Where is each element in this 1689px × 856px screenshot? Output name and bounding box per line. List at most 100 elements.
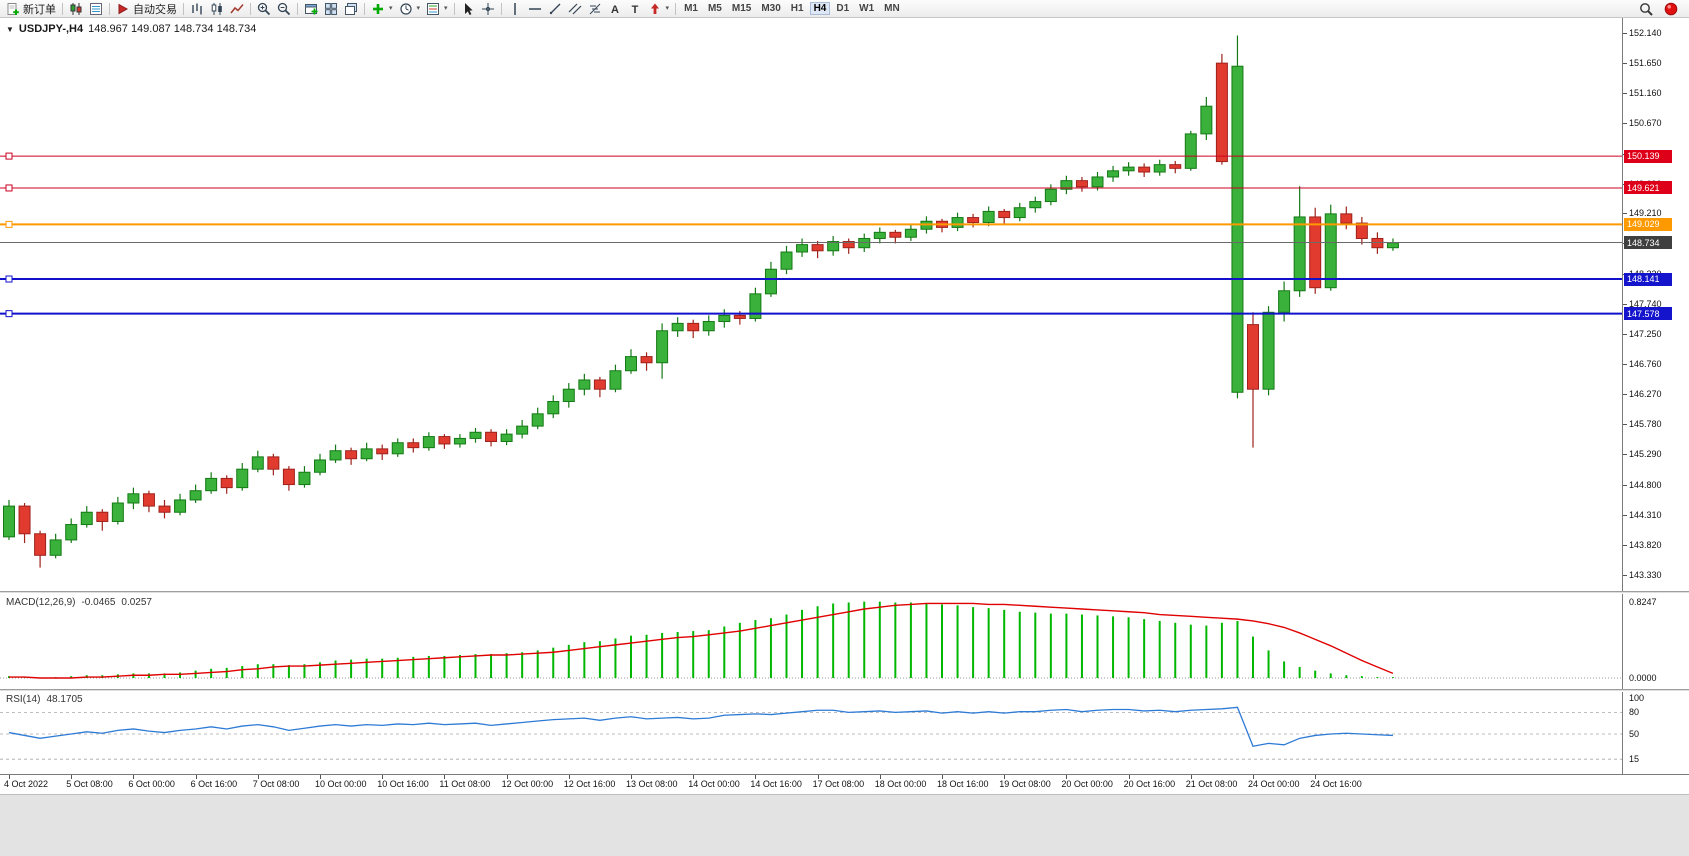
timeframe-h4[interactable]: H4 — [809, 2, 831, 15]
status-button[interactable] — [1661, 1, 1681, 17]
time-tick-mark — [755, 775, 757, 779]
text-button[interactable]: A — [605, 1, 625, 17]
time-axis[interactable]: 4 Oct 2022 5 Oct 08:00 6 Oct 00:00 6 Oct 16… — [0, 774, 1689, 794]
resistance-line-1-handle[interactable] — [5, 152, 13, 160]
toolbar-separator — [250, 2, 251, 15]
candle — [49, 533, 62, 559]
autotrade-button[interactable]: 自动交易 — [113, 1, 180, 17]
candle — [982, 206, 995, 227]
orange-level-line-handle[interactable] — [5, 220, 13, 228]
time-tick-mark — [568, 775, 570, 779]
panel-splitter[interactable] — [0, 689, 1689, 692]
search-button[interactable] — [1636, 1, 1656, 17]
panel-splitter[interactable] — [0, 591, 1689, 594]
resistance-line-2-handle[interactable] — [5, 184, 13, 192]
time-tick-mark — [1253, 775, 1254, 779]
symbol-period-label: USDJPY-,H4 — [18, 23, 84, 35]
candle — [453, 434, 466, 448]
price-tick-mark — [1623, 454, 1627, 456]
trendline-button[interactable] — [545, 1, 565, 17]
market-watch-button[interactable] — [86, 1, 106, 17]
templates-button[interactable]: ▾ — [423, 1, 451, 17]
resistance-line-1-price-box[interactable]: 150.139 — [1624, 149, 1672, 163]
price-axis[interactable]: 152.140151.650151.160150.670150.180149.6… — [1622, 18, 1689, 794]
zoom-out-button[interactable] — [274, 1, 294, 17]
macd-histogram — [8, 601, 1394, 678]
vertical-line-button[interactable] — [505, 1, 525, 17]
macd-signal-line — [9, 602, 1394, 679]
support-line-1-price-box[interactable]: 148.141 — [1624, 272, 1672, 286]
text-label-icon: T — [628, 2, 642, 16]
horizontal-line-button[interactable] — [525, 1, 545, 17]
support-line-1-handle[interactable] — [5, 275, 13, 283]
candle — [34, 530, 47, 568]
line-chart-icon — [230, 2, 244, 16]
candle — [282, 466, 295, 491]
candle — [96, 509, 109, 531]
candle — [1107, 165, 1120, 182]
fibonacci-button[interactable] — [585, 1, 605, 17]
timeframes-clock-button[interactable]: ▾ — [396, 1, 424, 17]
time-label: 7 Oct 08:00 — [252, 779, 300, 789]
text-label-button[interactable]: T — [625, 1, 645, 17]
candle — [1200, 96, 1213, 141]
macd-panel-canvas[interactable] — [0, 594, 1622, 689]
timeframe-m30[interactable]: M30 — [761, 3, 781, 14]
dropdown-caret-icon: ▾ — [444, 4, 448, 12]
candle — [780, 245, 793, 275]
candles-button[interactable] — [207, 1, 227, 17]
svg-text:A: A — [611, 4, 619, 16]
cursor-button[interactable] — [458, 1, 478, 17]
time-tick-mark — [693, 775, 695, 779]
new-chart-button[interactable] — [301, 1, 321, 17]
charts-button[interactable] — [66, 1, 86, 17]
timeframe-m15[interactable]: M15 — [731, 3, 752, 14]
timeframe-m1[interactable]: M1 — [684, 3, 698, 14]
price-tick-mark — [1623, 424, 1627, 426]
time-tick-mark — [257, 775, 259, 779]
rsi-indicator-label: RSI(14) 48.1705 — [6, 694, 83, 705]
candle — [640, 352, 653, 371]
crosshair-button[interactable] — [478, 1, 498, 17]
price-tick-mark — [1623, 574, 1627, 576]
time-tick-mark — [1066, 775, 1068, 779]
toolbar-separator — [364, 2, 365, 15]
candle — [500, 429, 513, 446]
indicators-button[interactable]: ▾ — [368, 1, 396, 17]
time-tick-mark — [942, 775, 943, 779]
time-tick-mark — [879, 775, 881, 779]
tile-windows-button[interactable] — [321, 1, 341, 17]
candle — [873, 227, 886, 244]
candle — [1355, 216, 1368, 245]
timeframe-m5[interactable]: M5 — [707, 3, 722, 14]
cursor-icon — [461, 2, 475, 16]
zoom-in-button[interactable] — [254, 1, 274, 17]
candle — [998, 208, 1011, 224]
time-label: 10 Oct 00:00 — [315, 779, 367, 789]
timeframe-h1[interactable]: H1 — [790, 3, 804, 14]
rsi-name: RSI(14) — [6, 694, 41, 705]
rsi-panel-canvas[interactable] — [0, 692, 1622, 774]
timeframe-w1[interactable]: W1 — [859, 3, 875, 14]
support-line-2-handle[interactable] — [5, 310, 13, 318]
new-order-button[interactable]: 新订单 — [3, 1, 59, 17]
symbol-dropdown-icon[interactable]: ▼ — [6, 24, 14, 34]
equidistant-channel-button[interactable] — [565, 1, 585, 17]
time-label: 20 Oct 16:00 — [1123, 779, 1176, 789]
time-tick-mark — [9, 775, 10, 779]
timeframe-mn[interactable]: MN — [884, 3, 900, 14]
main-chart-canvas[interactable] — [0, 18, 1622, 591]
line-chart-button[interactable] — [227, 1, 247, 17]
resistance-line-2-price-box[interactable]: 149.621 — [1624, 181, 1672, 195]
orange-level-line-price-box[interactable]: 149.029 — [1624, 217, 1672, 231]
timeframe-d1[interactable]: D1 — [836, 3, 850, 14]
arrows-button[interactable]: ▾ — [645, 1, 673, 17]
current-price-line-price-box[interactable]: 148.734 — [1624, 236, 1672, 250]
horizontal-line-icon — [528, 2, 542, 16]
candle — [189, 484, 202, 504]
candle — [267, 453, 280, 476]
support-line-2-price-box[interactable]: 147.578 — [1624, 307, 1672, 321]
candle — [593, 376, 606, 398]
bars-button[interactable] — [187, 1, 207, 17]
cascade-windows-button[interactable] — [341, 1, 361, 17]
